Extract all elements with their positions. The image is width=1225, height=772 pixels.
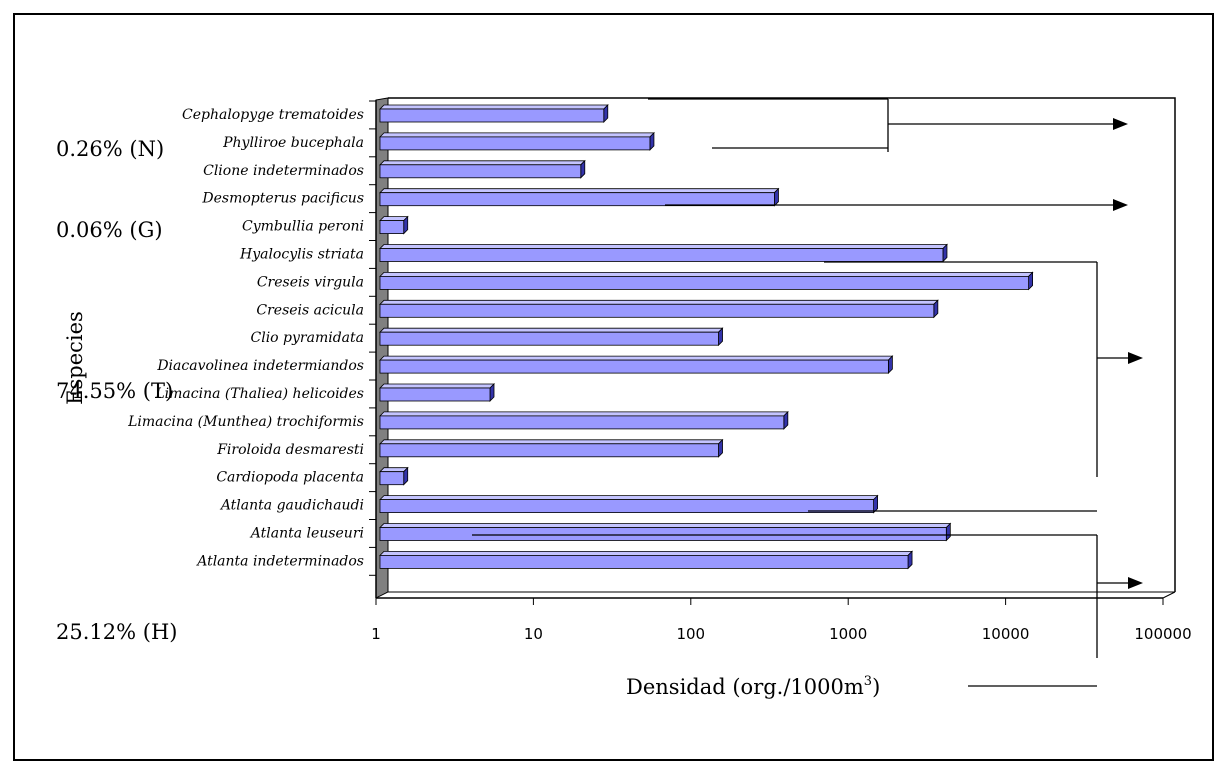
arrow-head — [1128, 577, 1143, 589]
bar-front-face — [379, 387, 491, 402]
bar-top-face — [379, 244, 948, 249]
bar-front-face — [379, 527, 947, 541]
x-axis-title-suffix: ) — [872, 675, 880, 699]
group-annotations — [472, 98, 1143, 687]
x-tick-label: 1000 — [829, 625, 867, 643]
bar-front-face — [379, 220, 405, 235]
bar — [379, 550, 914, 570]
x-axis-title-main: Densidad (org./1000m — [626, 675, 864, 699]
bar-front-face — [379, 359, 889, 374]
species-label: Cephalopyge trematoides — [182, 107, 364, 123]
species-label: Atlanta gaudichaudi — [219, 498, 364, 514]
species-label: Hyalocylis striata — [239, 247, 364, 263]
bar-front-face — [379, 275, 1030, 290]
bar — [379, 327, 724, 347]
bar — [379, 522, 952, 542]
bar-front-face — [379, 555, 909, 569]
bar — [379, 104, 609, 123]
bar — [379, 466, 409, 486]
species-label: Desmopterus pacificus — [201, 191, 364, 207]
bar-front-face — [379, 499, 874, 514]
bar-front-face — [379, 192, 775, 207]
x-axis-title-sup: 3 — [864, 674, 872, 689]
x-ticks: 1 10 100 1000 10000 100000 — [371, 598, 1192, 643]
group-label-n: 0.26% (N) — [56, 137, 164, 161]
bar-top-face — [379, 132, 655, 138]
species-label: Creseis virgula — [257, 274, 364, 290]
x-tick-label: 10000 — [982, 625, 1030, 643]
bar-top-face — [379, 495, 879, 501]
plot-back-wall — [388, 97, 1176, 592]
bar — [379, 131, 655, 151]
bar-top-face — [379, 383, 495, 389]
x-tick-label: 100000 — [1134, 625, 1191, 643]
bar — [379, 494, 879, 514]
bar-top-face — [379, 439, 724, 445]
bar — [379, 187, 780, 207]
bar-top-face — [379, 160, 586, 166]
species-labels: Cephalopyge trematoides Phylliroe bucepha… — [127, 100, 376, 576]
bar — [379, 299, 939, 319]
x-tick-label: 10 — [524, 625, 543, 643]
bar-top-face — [379, 216, 409, 222]
bar-top-face — [379, 411, 789, 417]
bar-front-face — [379, 136, 651, 151]
species-label: Creseis acicula — [256, 302, 364, 318]
bar-front-face — [379, 415, 785, 430]
bar-front-face — [379, 303, 935, 318]
bar-top-face — [379, 188, 780, 194]
species-label: Cymbullia peroni — [242, 219, 364, 235]
bar-top-face — [379, 551, 914, 556]
bar-top-face — [379, 467, 409, 473]
bar-front-face — [379, 331, 719, 346]
arrow-head — [1113, 118, 1128, 130]
bars-layer — [379, 104, 1034, 570]
bar-top-face — [379, 299, 939, 305]
bar-top-face — [379, 355, 894, 361]
bar — [379, 410, 789, 430]
arrow-head — [1113, 199, 1128, 211]
bar-top-face — [379, 523, 952, 528]
bar — [379, 383, 495, 402]
bar — [379, 159, 586, 179]
species-label: Clione indeterminados — [203, 163, 364, 179]
species-label: Clio pyramidata — [251, 330, 365, 346]
arrow-head — [1128, 352, 1143, 364]
bar-front-face — [379, 471, 405, 486]
bar-front-face — [379, 164, 582, 179]
bar-top-face — [379, 327, 724, 333]
bar — [379, 215, 409, 235]
species-label: Diacavolinea indetermiandos — [156, 358, 364, 374]
bar — [379, 438, 724, 458]
bar — [379, 271, 1034, 291]
bar-top-face — [379, 271, 1034, 277]
floor-right-edge — [1162, 591, 1176, 599]
species-label: Atlanta indeterminados — [195, 553, 364, 569]
group-label-h: 25.12% (H) — [56, 620, 177, 644]
species-label: Limacina (Munthea) trochiformis — [127, 414, 364, 430]
group-label-t: 74.55% (T) — [56, 379, 173, 403]
y-axis-title: Especies — [63, 311, 87, 405]
bar-front-face — [379, 248, 944, 262]
species-label: Atlanta leuseuri — [249, 526, 364, 542]
bar — [379, 243, 948, 263]
species-label: Cardiopoda placenta — [216, 470, 364, 486]
species-label: Limacina (Thaliea) helicoides — [154, 386, 364, 402]
bar-top-face — [379, 104, 609, 110]
bar — [379, 355, 894, 375]
x-tick-label: 100 — [676, 625, 705, 643]
group-label-g: 0.06% (G) — [56, 218, 163, 242]
species-label: Phylliroe bucephala — [222, 135, 364, 151]
x-axis-title: Densidad (org./1000m3) — [626, 674, 880, 699]
x-tick-label: 1 — [371, 625, 381, 643]
bar-front-face — [379, 443, 719, 458]
species-label: Firoloida desmaresti — [216, 442, 364, 458]
bar-front-face — [379, 108, 605, 123]
